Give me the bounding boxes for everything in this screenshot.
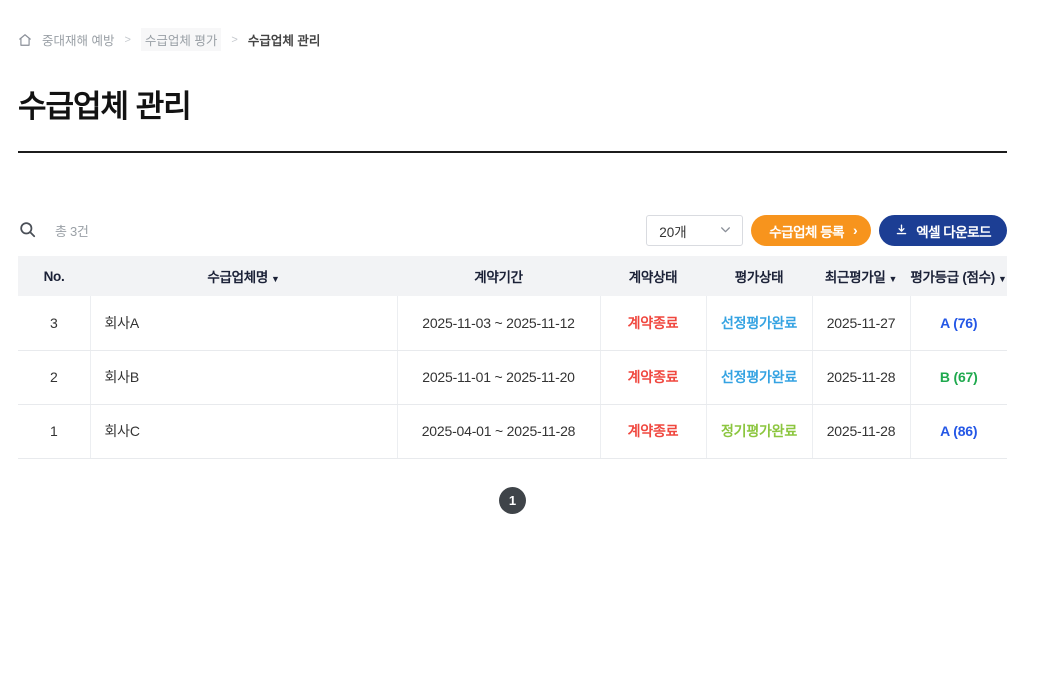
excel-download-button[interactable]: 엑셀 다운로드 [879, 215, 1007, 246]
column-header-grade[interactable]: 평가등급 (점수) ▼ [910, 256, 1007, 296]
chevron-right-icon: › [853, 222, 858, 238]
cell-contract-period: 2025-04-01 ~ 2025-11-28 [397, 404, 601, 459]
grade-badge: B (67) [939, 369, 978, 385]
home-icon[interactable] [18, 33, 32, 47]
chevron-down-icon [719, 223, 732, 239]
column-header-supplier-name[interactable]: 수급업체명 ▼ [90, 256, 397, 296]
breadcrumb-item-evaluation[interactable]: 수급업체 평가 [140, 28, 222, 51]
cell-supplier-name[interactable]: 회사C [90, 404, 398, 459]
column-header-no: No. [18, 256, 90, 296]
register-supplier-label: 수급업체 등록 [769, 224, 845, 240]
page-size-value: 20개 [659, 224, 687, 240]
cell-last-eval-date: 2025-11-27 [812, 296, 911, 351]
sort-icon[interactable]: ▼ [888, 274, 898, 284]
column-header-eval-status: 평가상태 [706, 256, 812, 296]
contract-status-badge: 계약종료 [627, 369, 679, 385]
cell-last-eval-date: 2025-11-28 [812, 350, 911, 405]
register-supplier-button[interactable]: 수급업체 등록 › [751, 215, 872, 246]
cell-contract-period: 2025-11-01 ~ 2025-11-20 [397, 350, 601, 405]
suppliers-table: No. 수급업체명 ▼ 계약기간 계약상태 평가상태 최근평가일 ▼ 평가등급 (점… [18, 256, 1007, 459]
cell-supplier-name[interactable]: 회사B [90, 350, 398, 405]
eval-status-badge: 정기평가완료 [720, 423, 798, 439]
breadcrumb-separator: > [124, 33, 131, 46]
cell-supplier-name[interactable]: 회사A [90, 296, 398, 351]
breadcrumb-item-prevention[interactable]: 중대재해 예방 [42, 34, 115, 48]
column-header-contract-status: 계약상태 [600, 256, 706, 296]
sort-icon[interactable]: ▼ [271, 274, 280, 284]
eval-status-badge: 선정평가완료 [720, 369, 798, 385]
contract-status-badge: 계약종료 [627, 314, 679, 331]
cell-no: 1 [18, 404, 91, 459]
page-container: 중대재해 예방 > 수급업체 평가 > 수급업체 관리 수급업체 관리 총 3건… [0, 28, 1037, 514]
total-count-label: 총 3건 [55, 224, 89, 239]
column-header-contract-period: 계약기간 [397, 256, 600, 296]
table-header-row: No. 수급업체명 ▼ 계약기간 계약상태 평가상태 최근평가일 ▼ 평가등급 (점… [18, 256, 1007, 296]
page-button-1[interactable]: 1 [499, 486, 526, 514]
contract-status-badge: 계약종료 [627, 423, 679, 439]
page-title: 수급업체 관리 [18, 89, 192, 124]
excel-download-label: 엑셀 다운로드 [916, 224, 991, 240]
breadcrumb-separator: > [231, 33, 238, 46]
grade-badge: A (76) [940, 314, 978, 331]
toolbar: 총 3건 20개 수급업체 등록 › 엑셀 다운로드 [18, 215, 1007, 246]
breadcrumb: 중대재해 예방 > 수급업체 평가 > 수급업체 관리 [18, 28, 1007, 51]
toolbar-left: 총 3건 [18, 220, 89, 242]
download-icon [895, 223, 908, 239]
table-row[interactable]: 3 회사A 2025-11-03 ~ 2025-11-12 계약종료 선정평가완… [18, 296, 1007, 351]
search-button[interactable] [18, 220, 37, 242]
sort-icon[interactable]: ▼ [997, 274, 1007, 284]
breadcrumb-item-management: 수급업체 관리 [247, 34, 321, 48]
table-row[interactable]: 1 회사C 2025-04-01 ~ 2025-11-28 계약종료 정기평가완… [18, 404, 1007, 459]
page-size-select[interactable]: 20개 [646, 215, 744, 246]
eval-status-badge: 선정평가완료 [720, 314, 798, 331]
cell-no: 2 [18, 350, 91, 405]
title-divider [18, 151, 1007, 153]
pagination: 1 [18, 486, 1007, 514]
cell-last-eval-date: 2025-11-28 [812, 404, 911, 459]
cell-no: 3 [18, 296, 91, 351]
table-row[interactable]: 2 회사B 2025-11-01 ~ 2025-11-20 계약종료 선정평가완… [18, 350, 1007, 405]
column-header-last-eval-date[interactable]: 최근평가일 ▼ [812, 256, 910, 296]
search-icon [18, 220, 37, 242]
cell-contract-period: 2025-11-03 ~ 2025-11-12 [397, 296, 601, 351]
grade-badge: A (86) [940, 423, 978, 439]
toolbar-right: 20개 수급업체 등록 › 엑셀 다운로드 [646, 215, 1007, 246]
